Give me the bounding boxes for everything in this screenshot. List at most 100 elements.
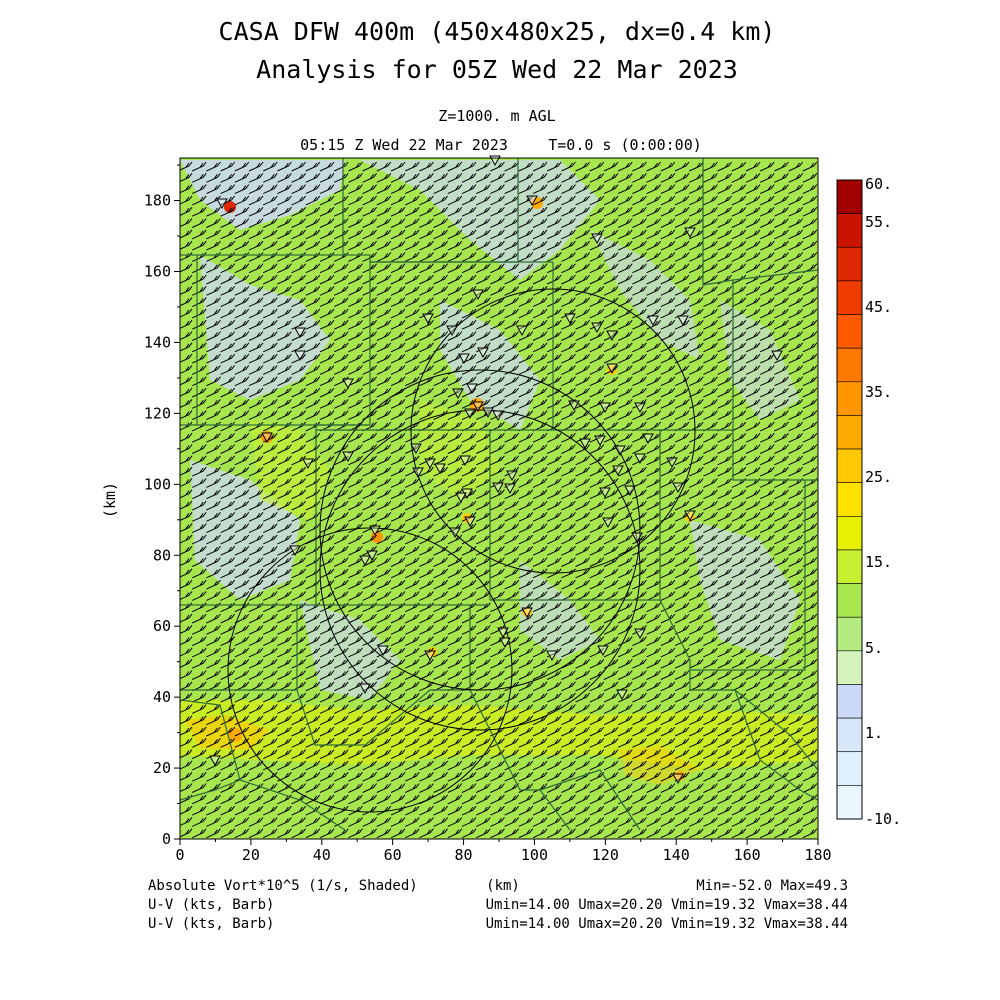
wind-barb-icon: [717, 365, 732, 375]
station-marker-icon: [459, 455, 471, 467]
wind-barb-icon: [362, 319, 377, 330]
wind-barb-icon: [731, 206, 747, 217]
wind-barb-icon: [191, 195, 207, 206]
wind-barb-icon: [745, 771, 761, 782]
wind-barb-icon: [206, 557, 221, 567]
wind-barb-icon: [419, 195, 434, 206]
wind-barb-icon: [774, 410, 789, 421]
wind-barb-icon: [461, 376, 477, 387]
wind-barb-icon: [234, 195, 250, 206]
wind-barb-icon: [191, 568, 207, 579]
wind-barb-icon: [262, 726, 278, 737]
wind-barb-icon: [291, 760, 306, 771]
wind-barb-icon: [319, 387, 335, 398]
wind-barb-icon: [277, 376, 292, 387]
wind-barb-icon: [504, 421, 519, 432]
wind-barb-icon: [191, 511, 207, 522]
wind-barb-icon: [433, 545, 448, 556]
wind-barb-icon: [433, 511, 448, 522]
wind-barb-icon: [646, 602, 661, 613]
wind-barb-icon: [802, 342, 818, 353]
wind-barb-icon: [376, 410, 392, 421]
wind-barb-icon: [774, 534, 789, 545]
wind-barb-icon: [788, 805, 803, 816]
wind-barb-icon: [561, 511, 576, 522]
wind-barb-icon: [348, 173, 363, 183]
wind-barb-icon: [518, 523, 534, 534]
wind-barb-icon: [546, 681, 562, 692]
wind-barb-icon: [319, 771, 335, 782]
wind-barb-icon: [390, 681, 406, 692]
wind-barb-icon: [180, 534, 193, 544]
wind-barb-icon: [248, 658, 264, 669]
wind-barb-icon: [788, 240, 803, 251]
wind-barb-icon: [717, 387, 732, 398]
wind-barb-icon: [447, 828, 463, 839]
wind-barb-icon: [504, 274, 519, 285]
wind-barb-icon: [191, 579, 207, 590]
station-marker-icon: [579, 438, 591, 450]
wind-barb-icon: [390, 240, 406, 251]
wind-barb-icon: [277, 749, 292, 760]
wind-barb-icon: [504, 715, 519, 726]
wind-barb-icon: [248, 591, 264, 601]
wind-barb-icon: [717, 828, 732, 839]
wind-barb-icon: [362, 331, 377, 341]
wind-barb-icon: [333, 399, 349, 409]
station-marker-icon: [216, 198, 228, 210]
wind-barb-icon: [575, 399, 590, 409]
wind-barb-icon: [206, 218, 221, 228]
wind-barb-icon: [319, 286, 335, 296]
wind-barb-icon: [404, 579, 420, 590]
wind-barb-icon: [561, 308, 576, 319]
wind-barb-icon: [632, 805, 647, 816]
wind-barb-icon: [447, 591, 463, 601]
wind-barb-icon: [433, 692, 448, 703]
wind-barb-icon: [419, 444, 434, 454]
wind-barb-icon: [248, 432, 264, 443]
wind-barb-icon: [788, 681, 803, 692]
wind-barb-icon: [348, 263, 363, 274]
wind-barb-icon: [774, 421, 789, 432]
wind-barb-icon: [277, 715, 292, 726]
wind-barb-icon: [191, 658, 207, 669]
wind-barb-icon: [390, 534, 406, 545]
wind-barb-icon: [788, 602, 803, 613]
wind-barb-icon: [731, 432, 747, 443]
wind-barb-icon: [745, 760, 761, 771]
wind-barb-icon: [745, 625, 761, 635]
wind-barb-icon: [390, 421, 406, 432]
wind-barb-icon: [575, 353, 590, 364]
wind-barb-icon: [589, 410, 605, 421]
wind-barb-icon: [646, 184, 661, 195]
wind-barb-icon: [390, 184, 406, 195]
wind-barb-icon: [518, 602, 534, 613]
wind-barb-icon: [319, 195, 335, 206]
wind-barb-icon: [348, 511, 363, 522]
wind-barb-icon: [802, 749, 818, 760]
wind-barb-icon: [433, 466, 448, 477]
wind-barb-icon: [277, 489, 292, 500]
wind-barb-icon: [248, 613, 264, 624]
wind-barb-icon: [788, 432, 803, 443]
wind-barb-icon: [688, 478, 704, 488]
wind-barb-icon: [589, 534, 605, 545]
wind-barb-icon: [220, 376, 235, 387]
wind-barb-icon: [603, 206, 619, 217]
wind-barb-icon: [703, 545, 718, 556]
wind-barb-icon: [319, 353, 335, 364]
wind-barb-icon: [774, 376, 789, 387]
wind-barb-icon: [788, 771, 803, 782]
station-marker-icon: [446, 325, 458, 337]
wind-barb-icon: [575, 545, 590, 556]
wind-barb-icon: [674, 625, 690, 635]
wind-barb-icon: [220, 478, 235, 488]
wind-barb-icon: [433, 805, 448, 816]
wind-barb-icon: [234, 568, 250, 579]
wind-barb-icon: [433, 387, 448, 398]
wind-barb-icon: [419, 783, 434, 793]
wind-barb-icon: [660, 557, 676, 567]
wind-barb-icon: [532, 376, 548, 387]
wind-barb-icon: [348, 704, 363, 714]
wind-barb-icon: [703, 173, 718, 183]
